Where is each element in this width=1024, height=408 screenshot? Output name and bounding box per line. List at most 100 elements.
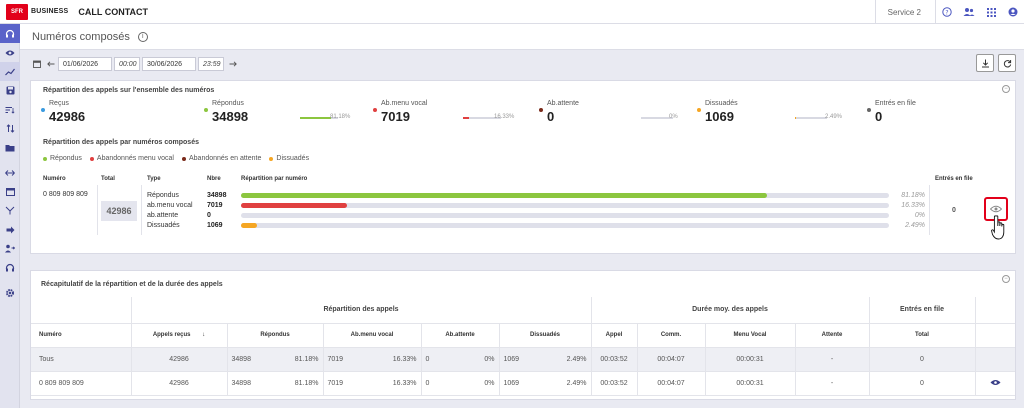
sort-down-icon[interactable]: ↓ <box>202 332 206 338</box>
brand-label: BUSINESS <box>31 8 69 15</box>
people-arrow-icon[interactable] <box>0 239 20 258</box>
type-pct: 81.18% <box>901 192 925 199</box>
previous-period-icon[interactable] <box>44 57 58 71</box>
col-attente: Attente <box>795 323 870 348</box>
eye-icon[interactable] <box>0 43 20 62</box>
cell-comm: 00:04:07 <box>637 347 706 372</box>
legend-item: Répondus <box>43 155 82 162</box>
cell-numero: Tous <box>31 347 132 372</box>
type-bar <box>241 203 889 208</box>
download-button[interactable] <box>976 54 994 72</box>
table-row: Tous 42986 34898 81.18% 7019 16.33% 0 0% 10… <box>31 347 1015 372</box>
fork-icon[interactable] <box>0 201 20 220</box>
cell-dissuades: 1069 2.49% <box>499 371 592 396</box>
stat-value: 0 <box>547 109 555 124</box>
col-appels-recus[interactable]: Appels reçus ↓ <box>131 323 228 348</box>
calendar-icon[interactable] <box>0 182 20 201</box>
swap-icon[interactable] <box>0 119 20 138</box>
type-value: 1069 <box>207 222 223 229</box>
col-appel: Appel <box>591 323 638 348</box>
gear-icon[interactable] <box>0 283 20 302</box>
col-numero: Numéro <box>31 323 132 348</box>
arrows-icon[interactable] <box>0 163 20 182</box>
page-header: Numéros composés i <box>20 24 1024 50</box>
summary-panel: − Récapitulatif de la répartition et de … <box>30 270 1016 400</box>
top-bar: SFR BUSINESS CALL CONTACT Service 2 ? <box>0 0 1024 24</box>
type-row: ab.menu vocal 7019 16.33% <box>147 201 925 210</box>
help-icon[interactable]: ? <box>936 0 958 24</box>
type-label: ab.menu vocal <box>147 202 193 209</box>
cell-ab-attente: 0 0% <box>421 371 500 396</box>
stat-bar <box>795 117 827 119</box>
stat-label: Entrés en file <box>875 100 916 107</box>
type-value: 34898 <box>207 192 227 199</box>
page-title: Numéros composés <box>32 30 130 43</box>
start-date-field[interactable]: 01/06/2026 <box>58 57 112 71</box>
stat-pct: 81.18% <box>330 114 351 120</box>
collapse-icon[interactable]: − <box>1002 85 1010 93</box>
app-title: CALL CONTACT <box>78 6 149 17</box>
col-header-type: Type <box>147 176 161 182</box>
service-selector[interactable]: Service 2 <box>874 0 936 24</box>
collapse-icon[interactable]: − <box>1002 275 1010 283</box>
stat-label: Dissuadés <box>705 100 738 107</box>
stat-label: Ab.menu vocal <box>381 100 428 107</box>
end-time-field[interactable]: 23:59 <box>198 57 224 71</box>
info-icon[interactable]: i <box>137 31 148 42</box>
headphones-icon[interactable] <box>0 258 20 277</box>
save-icon[interactable] <box>0 81 20 100</box>
col-ab-attente: Ab.attente <box>421 323 500 348</box>
table-row: 0 809 809 809 42986 34898 81.18% 7019 16.3… <box>31 371 1015 396</box>
legend-item: Dissuadés <box>269 155 309 162</box>
type-value: 0 <box>207 212 211 219</box>
col-header-total: Total <box>101 176 115 182</box>
stat-value: 0 <box>875 109 883 124</box>
cell-menu-vocal: 00:00:31 <box>705 347 796 372</box>
chart-icon[interactable] <box>0 62 20 81</box>
eye-icon[interactable] <box>990 379 1001 386</box>
type-bar <box>241 213 889 218</box>
cell-ab-menu: 7019 16.33% <box>323 371 422 396</box>
users-icon[interactable] <box>958 0 980 24</box>
start-time-field[interactable]: 00:00 <box>114 57 140 71</box>
legend-item: Abandonnés en attente <box>181 155 261 162</box>
col-comm: Comm. <box>637 323 706 348</box>
col-header-entres: Entrés en file <box>935 176 973 182</box>
row-view-button[interactable] <box>975 371 1015 396</box>
stat-value: 42986 <box>49 109 86 124</box>
stat-pct: 2.49% <box>825 114 843 120</box>
sort-icon[interactable] <box>0 100 20 119</box>
legend-item: Abandonnés menu vocal <box>89 155 174 162</box>
col-ab-menu-vocal: Ab.menu vocal <box>323 323 422 348</box>
arrow-right-icon[interactable] <box>0 220 20 239</box>
stat-recus: Reçus 42986 <box>41 100 191 124</box>
cell-ab-attente: 0 0% <box>421 347 500 372</box>
type-bar <box>241 193 889 198</box>
stat-label: Reçus <box>49 100 69 107</box>
folder-icon[interactable] <box>0 138 20 157</box>
stat-ab-attente: Ab.attente 0 0% <box>539 100 694 124</box>
view-details-button[interactable] <box>984 197 1008 221</box>
cell-attente: - <box>795 347 870 372</box>
headset-icon[interactable] <box>0 24 20 43</box>
type-row: Dissuadés 1069 2.49% <box>147 221 925 230</box>
stat-ab-menu-vocal: Ab.menu vocal 7019 16.33% <box>373 100 528 124</box>
divider <box>929 185 930 235</box>
panel1-title: Répartition des appels sur l'ensemble de… <box>43 87 215 94</box>
cell-appel: 00:03:52 <box>591 371 638 396</box>
hand-cursor-icon <box>991 215 1005 240</box>
distribution-panel: − Répartition des appels sur l'ensemble … <box>30 80 1016 254</box>
col-header-numero: Numéro <box>43 176 66 182</box>
type-label: Répondus <box>147 192 179 199</box>
stat-bar <box>300 117 338 119</box>
end-date-field[interactable]: 30/06/2026 <box>142 57 196 71</box>
divider <box>141 185 142 235</box>
col-menu-vocal: Menu Vocal <box>705 323 796 348</box>
cell-recus: 42986 <box>131 371 228 396</box>
grid-icon[interactable] <box>980 0 1002 24</box>
refresh-button[interactable] <box>998 54 1016 72</box>
next-period-icon[interactable] <box>226 57 240 71</box>
panel1-subtitle: Répartition des appels par numéros compo… <box>43 139 199 146</box>
calendar-picker-icon[interactable] <box>30 57 44 71</box>
account-icon[interactable] <box>1002 0 1024 24</box>
